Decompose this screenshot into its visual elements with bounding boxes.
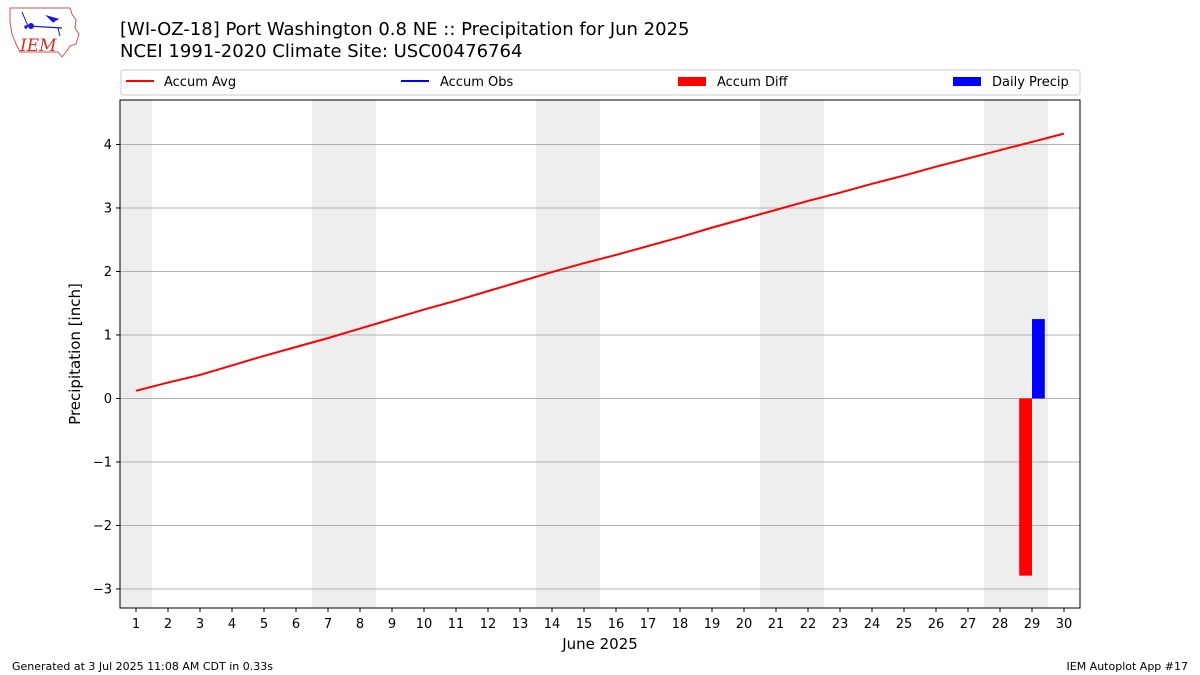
lines: [135, 132, 1065, 392]
x-tick-label: 2: [164, 617, 172, 632]
x-tick-label: 8: [356, 617, 364, 632]
plot-frame: [119, 99, 1081, 609]
iowa-outline-icon: [9, 7, 80, 58]
grid-lines: [120, 143, 1080, 590]
x-tick-label: 9: [388, 617, 396, 632]
legend: Accum Avg Accum Obs Accum Diff Daily Pre…: [120, 69, 1081, 96]
legend-label-daily-precip: Daily Precip: [992, 75, 1069, 90]
x-tick-label: 17: [640, 617, 657, 632]
x-tick-label: 23: [832, 617, 849, 632]
weather-instruments-icon: [21, 11, 63, 37]
y-axis-ticks: −3 −2 −1 0 1 2 3 4: [93, 138, 120, 597]
y-tick-label: 0: [104, 392, 112, 407]
weekend-band-1: [120, 100, 152, 608]
y-tick-label: −2: [93, 519, 112, 534]
weekend-shading: [120, 100, 1048, 608]
x-axis-label: June 2025: [561, 635, 638, 653]
legend-label-accum-avg: Accum Avg: [164, 75, 236, 90]
x-axis-ticks: 1 2 3 4 5 6 7 8 9 10 11 12 13 14 15 16 17 18 19 20 21 22 23 24 2…: [132, 608, 1072, 632]
x-tick-label: 24: [864, 617, 881, 632]
y-axis-label: Precipitation [inch]: [66, 283, 84, 425]
x-tick-label: 30: [1056, 617, 1073, 632]
x-tick-label: 4: [228, 617, 236, 632]
y-tick-label: 3: [104, 201, 112, 216]
x-tick-label: 7: [324, 617, 332, 632]
x-tick-label: 10: [416, 617, 433, 632]
x-tick-label: 5: [260, 617, 268, 632]
legend-label-accum-diff: Accum Diff: [717, 75, 789, 90]
weekend-band-3: [536, 100, 600, 608]
y-tick-label: 1: [104, 328, 112, 343]
legend-swatch-accum-diff: [678, 77, 706, 86]
x-tick-label: 28: [992, 617, 1009, 632]
x-tick-label: 22: [800, 617, 817, 632]
x-tick-label: 12: [480, 617, 497, 632]
footer-generated: Generated at 3 Jul 2025 11:08 AM CDT in …: [12, 660, 273, 673]
x-tick-label: 27: [960, 617, 977, 632]
x-tick-label: 18: [672, 617, 689, 632]
x-tick-label: 6: [292, 617, 300, 632]
iem-logo: IEM: [9, 7, 80, 58]
logo-text: IEM: [19, 36, 57, 56]
chart-title: [WI-OZ-18] Port Washington 0.8 NE :: Pre…: [120, 19, 689, 40]
bar-accum-diff: [1019, 398, 1032, 576]
x-tick-label: 20: [736, 617, 753, 632]
x-tick-label: 13: [512, 617, 529, 632]
x-tick-label: 16: [608, 617, 625, 632]
x-tick-label: 29: [1024, 617, 1041, 632]
x-tick-label: 11: [448, 617, 465, 632]
footer-app: IEM Autoplot App #17: [1067, 660, 1189, 673]
line-accum-avg: [135, 132, 1065, 392]
legend-label-accum-obs: Accum Obs: [440, 75, 513, 90]
x-tick-label: 14: [544, 617, 561, 632]
bars: [1019, 319, 1045, 576]
chart-subtitle: NCEI 1991-2020 Climate Site: USC00476764: [120, 41, 522, 62]
y-tick-label: −1: [93, 455, 112, 470]
legend-frame: [120, 69, 1081, 96]
weekend-band-4: [760, 100, 824, 608]
x-tick-label: 21: [768, 617, 785, 632]
x-tick-label: 19: [704, 617, 721, 632]
x-tick-label: 15: [576, 617, 593, 632]
weekend-band-2: [312, 100, 376, 608]
x-tick-label: 3: [196, 617, 204, 632]
x-tick-label: 1: [132, 617, 140, 632]
x-tick-label: 26: [928, 617, 945, 632]
bar-daily-precip: [1032, 319, 1045, 399]
y-tick-label: 4: [104, 138, 112, 153]
x-tick-label: 25: [896, 617, 913, 632]
y-tick-label: 2: [104, 265, 112, 280]
legend-swatch-daily-precip: [953, 77, 981, 86]
y-tick-label: −3: [93, 582, 112, 597]
